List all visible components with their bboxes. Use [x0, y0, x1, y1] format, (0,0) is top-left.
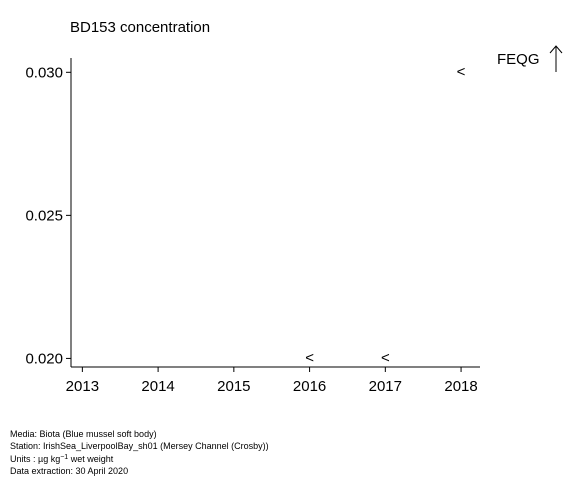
- data-point: <: [381, 349, 390, 366]
- x-tick-label: 2013: [66, 378, 99, 395]
- up-arrow-icon: [549, 45, 563, 72]
- x-tick-label: 2014: [141, 378, 174, 395]
- footer-units-prefix: Units : µg kg: [10, 454, 61, 464]
- y-tick-label: 0.025: [25, 207, 63, 224]
- data-point: <: [305, 349, 314, 366]
- x-tick-label: 2016: [293, 378, 326, 395]
- y-tick-label: 0.030: [25, 64, 63, 81]
- legend-label: FEQG: [497, 51, 540, 68]
- data-point: <: [457, 63, 466, 80]
- footer-media: Media: Biota (Blue mussel soft body): [10, 429, 157, 439]
- x-tick-label: 2018: [444, 378, 477, 395]
- x-tick-label: 2015: [217, 378, 250, 395]
- x-tick-label: 2017: [369, 378, 402, 395]
- chart-footer: Media: Biota (Blue mussel soft body) Sta…: [10, 429, 269, 477]
- footer-station: Station: IrishSea_LiverpoolBay_sh01 (Mer…: [10, 440, 269, 451]
- footer-units-exponent: −1: [60, 454, 69, 461]
- y-tick-label: 0.020: [25, 350, 63, 367]
- footer-units-suffix: wet weight: [68, 454, 114, 464]
- footer-units: Units : µg kg−1 wet weight: [10, 452, 269, 466]
- chart-title: BD153 concentration: [70, 19, 211, 36]
- footer-extraction: Data extraction: 30 April 2020: [10, 465, 129, 476]
